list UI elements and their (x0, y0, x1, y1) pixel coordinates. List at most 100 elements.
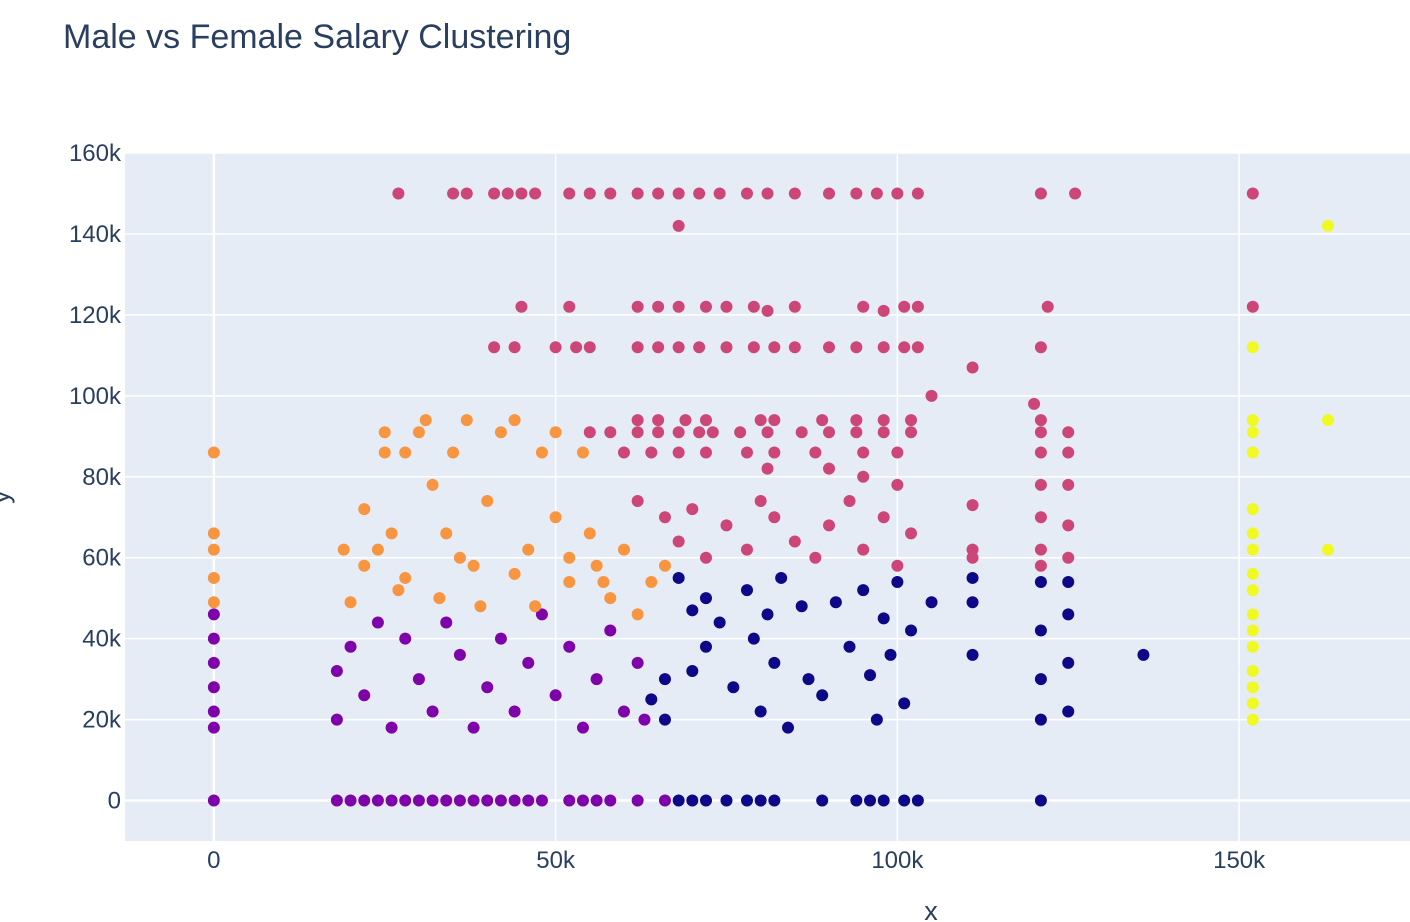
data-point (1034, 794, 1047, 807)
data-point (392, 584, 405, 597)
data-point (686, 604, 699, 617)
data-point (877, 426, 890, 439)
data-point (549, 689, 562, 702)
data-point (576, 794, 589, 807)
data-point (672, 341, 685, 354)
data-point (597, 575, 610, 588)
data-point (686, 665, 699, 678)
data-point (672, 535, 685, 548)
data-point (966, 551, 979, 564)
data-point (1062, 478, 1075, 491)
data-point (775, 571, 788, 584)
data-point (754, 495, 767, 508)
data-point (481, 495, 494, 508)
data-point (823, 462, 836, 475)
data-point (966, 571, 979, 584)
data-point (699, 592, 712, 605)
data-point (392, 187, 405, 200)
data-point (699, 446, 712, 459)
data-point (693, 426, 706, 439)
data-point (1246, 527, 1259, 540)
data-point (706, 426, 719, 439)
data-point (768, 414, 781, 427)
data-point (1246, 713, 1259, 726)
data-point (522, 656, 535, 669)
data-point (686, 503, 699, 516)
data-point (207, 681, 220, 694)
data-point (344, 794, 357, 807)
data-point (604, 794, 617, 807)
data-point (604, 426, 617, 439)
data-point (460, 414, 473, 427)
data-point (870, 713, 883, 726)
data-point (1034, 187, 1047, 200)
data-point (522, 794, 535, 807)
data-point (905, 624, 918, 637)
data-point (891, 478, 904, 491)
data-point (378, 426, 391, 439)
data-point (488, 187, 501, 200)
data-point (344, 596, 357, 609)
data-point (207, 632, 220, 645)
data-point (529, 187, 542, 200)
data-point (754, 705, 767, 718)
data-point (816, 689, 829, 702)
data-point (898, 794, 911, 807)
data-point (1034, 511, 1047, 524)
data-point (740, 794, 753, 807)
data-point (672, 187, 685, 200)
data-point (631, 608, 644, 621)
data-point (788, 300, 801, 313)
data-point (652, 341, 665, 354)
data-point (583, 527, 596, 540)
data-point (467, 721, 480, 734)
data-point (604, 624, 617, 637)
data-point (549, 511, 562, 524)
data-point (617, 446, 630, 459)
data-point (508, 341, 521, 354)
data-point (720, 341, 733, 354)
data-points (207, 187, 1334, 807)
data-point (481, 794, 494, 807)
data-point (843, 640, 856, 653)
data-point (399, 632, 412, 645)
data-point (768, 341, 781, 354)
data-point (747, 300, 760, 313)
data-point (850, 426, 863, 439)
data-point (207, 705, 220, 718)
data-point (823, 426, 836, 439)
data-point (1062, 608, 1075, 621)
data-point (1062, 656, 1075, 669)
data-point (617, 705, 630, 718)
data-point (672, 794, 685, 807)
data-point (1246, 665, 1259, 678)
data-point (508, 705, 521, 718)
data-point (447, 446, 460, 459)
data-point (1246, 624, 1259, 637)
data-point (1034, 426, 1047, 439)
data-point (1246, 697, 1259, 710)
data-point (1246, 426, 1259, 439)
data-point (925, 389, 938, 402)
data-point (925, 596, 938, 609)
data-point (1062, 446, 1075, 459)
y-tick-label: 100k (69, 383, 122, 410)
data-point (645, 446, 658, 459)
data-point (440, 527, 453, 540)
data-point (652, 187, 665, 200)
data-point (412, 426, 425, 439)
data-point (453, 794, 466, 807)
data-point (399, 794, 412, 807)
data-point (966, 499, 979, 512)
y-tick-label: 20k (82, 707, 122, 734)
data-point (426, 705, 439, 718)
data-point (823, 341, 836, 354)
data-point (727, 681, 740, 694)
data-point (631, 341, 644, 354)
data-point (672, 571, 685, 584)
y-tick-label: 120k (69, 302, 122, 329)
data-point (1246, 503, 1259, 516)
data-point (768, 794, 781, 807)
data-point (494, 632, 507, 645)
data-point (966, 361, 979, 374)
